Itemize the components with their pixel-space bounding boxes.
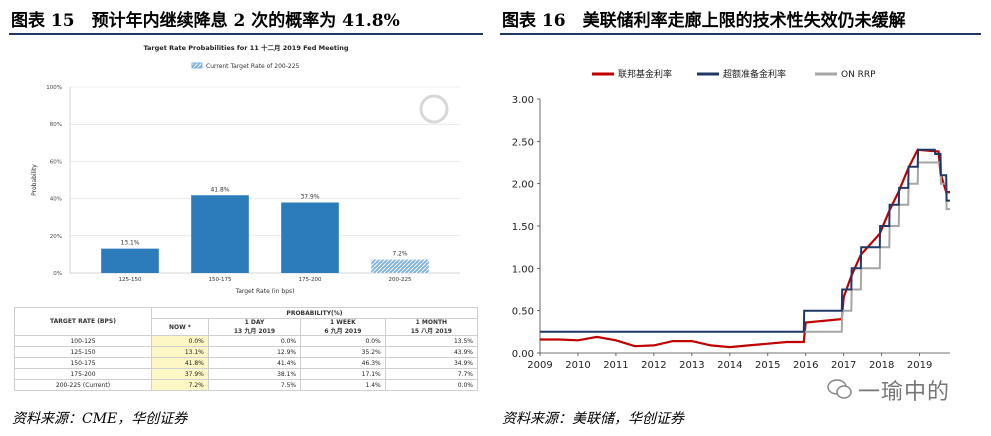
line-x-tick-label: 2010 xyxy=(565,360,590,371)
table-cell: 1.4% xyxy=(300,379,386,391)
line-x-tick-label: 2018 xyxy=(869,360,894,371)
table-row-label: 125-150 xyxy=(14,346,152,358)
left-title-rule xyxy=(9,33,483,35)
right-title-rule xyxy=(500,33,981,35)
table-row-label: 200-225 (Current) xyxy=(14,379,152,391)
table-header-target-rate: TARGET RATE (BPS) xyxy=(14,307,152,336)
line-x-tick-label: 2017 xyxy=(831,360,856,371)
line-y-tick-label: 0.50 xyxy=(512,307,534,318)
line-y-tick-label: 1.50 xyxy=(512,222,534,233)
legend-swatch-current-target xyxy=(191,62,203,69)
right-figure-title: 图表 16 美联储利率走廊上限的技术性失效仍未缓解 xyxy=(502,11,906,31)
right-source-note: 资料来源：美联储，华创证券 xyxy=(502,411,684,427)
table-col-header: 1 MONTH 15 八月 2019 xyxy=(384,318,479,336)
table-cell: 41.8% xyxy=(151,357,209,369)
table-col-header: 1 WEEK 6 九月 2019 xyxy=(300,318,386,336)
series-line-fed-funds-rate xyxy=(540,148,950,349)
line-y-tick-label: 3.00 xyxy=(512,95,534,106)
table-cell: 35.2% xyxy=(300,346,386,358)
table-cell: 13.5% xyxy=(384,335,479,347)
cme-bar-chart-panel: Target Rate Probabilities for 11 十二月 201… xyxy=(14,39,478,303)
left-source-note: 资料来源：CME，华创证券 xyxy=(12,411,188,427)
table-row: 125-150 13.1% 12.9% 35.2% 43.9% xyxy=(14,346,479,358)
line-y-tick-label: 0.00 xyxy=(512,349,534,360)
bar-y-axis-label: Probability xyxy=(31,164,38,196)
bar-y-tick-label: 80% xyxy=(50,122,62,128)
table-cell: 7.2% xyxy=(151,379,209,391)
legend-label-current-target: Current Target Rate of 200-225 xyxy=(206,63,300,70)
table-row: 200-225 (Current) 7.2% 7.5% 1.4% 0.0% xyxy=(14,379,479,391)
legend-label: ON RRP xyxy=(841,70,876,80)
table-cell: 43.9% xyxy=(384,346,479,358)
table-group-header: PROBABILITY(%) xyxy=(151,307,478,319)
line-x-tick-label: 2019 xyxy=(907,360,932,371)
table-cell: 46.3% xyxy=(300,357,386,369)
probability-table: TARGET RATE (BPS) PROBABILITY(%) NOW * 1 … xyxy=(14,307,479,391)
table-cell: 34.9% xyxy=(384,357,479,369)
legend-label: 联邦基金利率 xyxy=(618,68,672,80)
left-figure-title: 图表 15 预计年内继续降息 2 次的概率为 41.8% xyxy=(11,11,400,31)
table-cell: 0.0% xyxy=(207,335,302,347)
table-cell: 41.4% xyxy=(207,357,302,369)
table-row-label: 175-200 xyxy=(14,368,152,380)
line-y-tick-label: 1.00 xyxy=(512,264,534,275)
line-x-tick-label: 2016 xyxy=(793,360,818,371)
table-col-header: 1 DAY 13 九月 2019 xyxy=(207,318,302,336)
bar-data-label: 41.8% xyxy=(210,186,229,193)
probability-table-panel: TARGET RATE (BPS) PROBABILITY(%) NOW * 1 … xyxy=(14,307,479,403)
table-row: 175-200 37.9% 38.1% 17.1% 7.7% xyxy=(14,368,479,380)
table-cell: 0.0% xyxy=(384,379,479,391)
bar-data-label: 37.9% xyxy=(300,194,319,201)
line-y-tick-label: 2.00 xyxy=(512,180,534,191)
legend-label: 超额准备金利率 xyxy=(723,68,786,80)
line-x-tick-label: 2015 xyxy=(755,360,780,371)
table-cell: 17.1% xyxy=(300,368,386,380)
series-line-ioer xyxy=(540,148,950,333)
bar-x-axis-label: Target Rate (in bps) xyxy=(235,288,295,295)
bar-y-tick-label: 0% xyxy=(53,271,62,277)
table-cell: 37.9% xyxy=(151,368,209,380)
table-cell: 38.1% xyxy=(207,368,302,380)
cme-bar-chart: Target Rate Probabilities for 11 十二月 201… xyxy=(31,43,460,295)
bar-y-tick-label: 20% xyxy=(50,234,62,240)
bar-x-tick-label: 150-175 xyxy=(209,277,232,283)
line-x-tick-label: 2014 xyxy=(717,360,742,371)
bar-y-tick-label: 100% xyxy=(46,85,62,91)
wechat-icon xyxy=(827,379,852,399)
bar-chart-title: Target Rate Probabilities for 11 十二月 201… xyxy=(143,43,348,52)
line-x-tick-label: 2013 xyxy=(679,360,704,371)
rate-corridor-line-chart: 联邦基金利率 超额准备金利率 ON RRP 0.00 0.50 1.00 1.50 2.00 2… xyxy=(512,68,950,371)
table-row: 100-125 0.0% 0.0% 0.0% 13.5% xyxy=(14,335,479,347)
bar-x-tick-label: 125-150 xyxy=(119,277,142,283)
bar-y-tick-label: 40% xyxy=(50,197,62,203)
bar-x-tick-label: 175-200 xyxy=(299,277,322,283)
watermark-text: 一瑜中的 xyxy=(858,380,951,405)
bar-175-200 xyxy=(281,202,339,273)
line-x-tick-label: 2011 xyxy=(603,360,628,371)
rate-corridor-chart-panel: 联邦基金利率 超额准备金利率 ON RRP 0.00 0.50 1.00 1.50 2.00 2… xyxy=(500,55,983,380)
table-cell: 7.5% xyxy=(207,379,302,391)
table-cell: 0.0% xyxy=(300,335,386,347)
bar-200-225 xyxy=(371,259,429,273)
table-col-header: NOW * xyxy=(151,318,209,336)
bar-data-label: 7.2% xyxy=(392,251,408,258)
line-x-tick-label: 2009 xyxy=(527,360,552,371)
table-cell: 7.7% xyxy=(384,368,479,380)
bar-y-tick-label: 60% xyxy=(50,159,62,165)
bar-x-tick-label: 200-225 xyxy=(389,277,412,283)
table-row-label: 100-125 xyxy=(14,335,152,347)
table-cell: 12.9% xyxy=(207,346,302,358)
line-y-tick-label: 2.50 xyxy=(512,137,534,148)
bar-data-label: 13.1% xyxy=(120,240,139,247)
line-x-tick-label: 2012 xyxy=(641,360,666,371)
table-row: 150-175 41.8% 41.4% 46.3% 34.9% xyxy=(14,357,479,369)
bar-125-150 xyxy=(101,248,159,273)
bar-150-175 xyxy=(191,195,249,273)
table-row-label: 150-175 xyxy=(14,357,152,369)
table-cell: 13.1% xyxy=(151,346,209,358)
cme-logo-watermark-icon xyxy=(419,94,449,124)
table-cell: 0.0% xyxy=(151,335,209,347)
